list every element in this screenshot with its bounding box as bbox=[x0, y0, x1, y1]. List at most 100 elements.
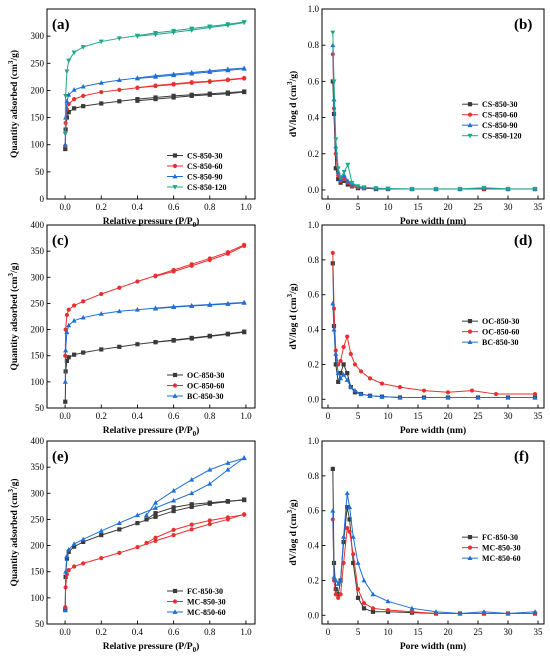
svg-text:Pore width (nm): Pore width (nm) bbox=[400, 216, 466, 227]
desorption-point bbox=[189, 28, 195, 33]
x-tick-label: 0.6 bbox=[168, 411, 180, 421]
data-point bbox=[409, 605, 415, 611]
x-tick-label: 0.0 bbox=[59, 202, 71, 212]
x-axis-label: Relative pressure (P/P0) bbox=[103, 216, 200, 229]
panel-label: (f) bbox=[514, 449, 529, 465]
data-point bbox=[331, 96, 337, 102]
legend-label: MC-850-30 bbox=[187, 598, 226, 607]
y-tick-label: 300 bbox=[31, 272, 45, 282]
legend-label: MC-850-60 bbox=[482, 554, 521, 563]
legend-label: CS-850-90 bbox=[482, 121, 518, 130]
data-point bbox=[347, 517, 352, 522]
data-point bbox=[361, 577, 367, 583]
data-point bbox=[475, 394, 481, 400]
x-tick-label: 0.2 bbox=[96, 202, 107, 212]
x-tick-label: 15 bbox=[414, 411, 424, 421]
data-point bbox=[445, 394, 451, 400]
data-point bbox=[72, 303, 77, 308]
series-CS-850-30 bbox=[63, 89, 247, 152]
chart-panel-b: 0 5 10 15 20 25 30 35 0.0 0.2 0.4 0.6 0.8 1.0 Pore wid… bbox=[286, 4, 545, 227]
data-point bbox=[345, 371, 350, 376]
legend-item: CS-850-30 bbox=[462, 100, 518, 109]
legend-label: CS-850-120 bbox=[482, 132, 522, 141]
x-tick-label: 35 bbox=[534, 202, 544, 212]
data-point bbox=[72, 544, 77, 549]
x-tick-label: 0.4 bbox=[132, 202, 144, 212]
series-line bbox=[64, 77, 245, 146]
legend-marker bbox=[467, 329, 473, 334]
data-point bbox=[62, 142, 68, 147]
data-point bbox=[505, 610, 511, 616]
x-tick-label: 0.8 bbox=[204, 411, 216, 421]
data-point bbox=[66, 549, 71, 554]
data-point bbox=[64, 358, 69, 364]
legend-label: FC-850-30 bbox=[482, 533, 518, 542]
data-point bbox=[341, 560, 346, 566]
y-tick-label: 0.8 bbox=[308, 255, 320, 265]
data-point bbox=[62, 379, 68, 384]
legend-label: MC-850-30 bbox=[482, 544, 521, 553]
data-point bbox=[99, 89, 104, 95]
data-point bbox=[397, 384, 403, 390]
data-point bbox=[64, 312, 69, 318]
data-point bbox=[445, 390, 451, 395]
data-point bbox=[64, 69, 70, 75]
series-CS-850-120 bbox=[330, 30, 538, 192]
svg-text:Relative pressure (P/P0): Relative pressure (P/P0) bbox=[103, 641, 200, 654]
y-tick-label: 150 bbox=[31, 113, 45, 123]
desorption-point bbox=[241, 300, 247, 305]
y-tick-label: 350 bbox=[31, 462, 45, 472]
desorption-point bbox=[242, 512, 247, 517]
data-point bbox=[347, 504, 353, 510]
data-point bbox=[116, 308, 122, 314]
data-point bbox=[225, 467, 231, 472]
y-tick-label: 300 bbox=[31, 488, 45, 498]
desorption-point bbox=[241, 455, 247, 461]
data-point bbox=[348, 351, 353, 357]
desorption-point bbox=[153, 83, 158, 89]
data-point bbox=[335, 370, 341, 376]
y-axis-label: dV/log d (cm3/g) bbox=[286, 283, 299, 349]
y-tick-label: 0.0 bbox=[308, 610, 320, 620]
data-point bbox=[153, 505, 159, 510]
data-point bbox=[117, 99, 122, 104]
data-point bbox=[351, 552, 356, 557]
y-axis-label: dV/log d (cm3/g) bbox=[286, 499, 299, 565]
data-point bbox=[370, 609, 376, 614]
desorption-point bbox=[242, 89, 247, 95]
data-point bbox=[370, 591, 376, 597]
data-point bbox=[341, 372, 347, 377]
legend-marker bbox=[467, 112, 473, 117]
data-point bbox=[349, 180, 355, 186]
desorption-point bbox=[171, 338, 176, 343]
panel-label: (a) bbox=[52, 17, 70, 33]
data-point bbox=[532, 391, 538, 397]
desorption-point bbox=[171, 95, 176, 100]
data-point bbox=[63, 347, 69, 353]
desorption-point bbox=[134, 34, 140, 39]
data-point bbox=[505, 394, 511, 400]
data-point bbox=[345, 178, 351, 183]
y-tick-label: 400 bbox=[31, 436, 45, 446]
legend-marker bbox=[172, 609, 178, 614]
x-tick-label: 15 bbox=[414, 202, 424, 212]
y-tick-label: 100 bbox=[31, 377, 45, 387]
data-point bbox=[361, 185, 367, 190]
series-BC-850-30 bbox=[62, 299, 247, 384]
data-point bbox=[64, 553, 70, 558]
series-BC-850-30 bbox=[330, 300, 538, 400]
data-point bbox=[64, 329, 70, 335]
data-point bbox=[81, 561, 86, 566]
data-point bbox=[135, 520, 140, 526]
data-point bbox=[361, 600, 367, 606]
desorption-point bbox=[225, 91, 230, 96]
legend-item: BC-850-30 bbox=[462, 338, 518, 347]
data-point bbox=[117, 87, 122, 92]
legend-label: BC-850-30 bbox=[482, 338, 518, 347]
desorption-point bbox=[207, 25, 213, 31]
x-tick-label: 10 bbox=[384, 411, 394, 421]
legend-item: CS-850-120 bbox=[462, 132, 522, 141]
y-tick-label: 250 bbox=[31, 298, 45, 308]
legend-label: OC-850-30 bbox=[187, 371, 224, 380]
y-axis-label: Quantity adsorbed (cm3/g) bbox=[7, 50, 20, 158]
